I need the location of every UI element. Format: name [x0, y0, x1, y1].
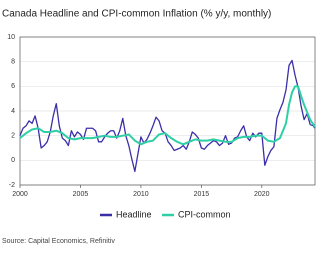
- y-tick-label: 0: [11, 157, 15, 164]
- plot-frame: [19, 36, 316, 186]
- legend-label: CPI-common: [178, 209, 231, 219]
- x-tick-label: 2020: [254, 191, 270, 198]
- y-tick-label: 6: [11, 83, 15, 90]
- series-line: [19, 85, 316, 146]
- chart-title: Canada Headline and CPI-common Inflation…: [2, 9, 271, 20]
- x-tick-label: 2015: [194, 191, 210, 198]
- y-tick-label: 8: [11, 59, 15, 66]
- y-tick-label: 2: [11, 133, 15, 140]
- source-note: Source: Capital Economics, Refinitiv: [2, 238, 115, 245]
- x-tick-label: 2010: [133, 191, 149, 198]
- y-tick-label: 4: [11, 108, 15, 115]
- x-tick-label: 2005: [73, 191, 89, 198]
- legend-label: Headline: [116, 209, 152, 219]
- x-tick-label: 2000: [12, 191, 28, 198]
- y-tick-label: -2: [9, 182, 15, 189]
- y-tick-label: 10: [7, 34, 15, 41]
- series-line: [19, 59, 316, 173]
